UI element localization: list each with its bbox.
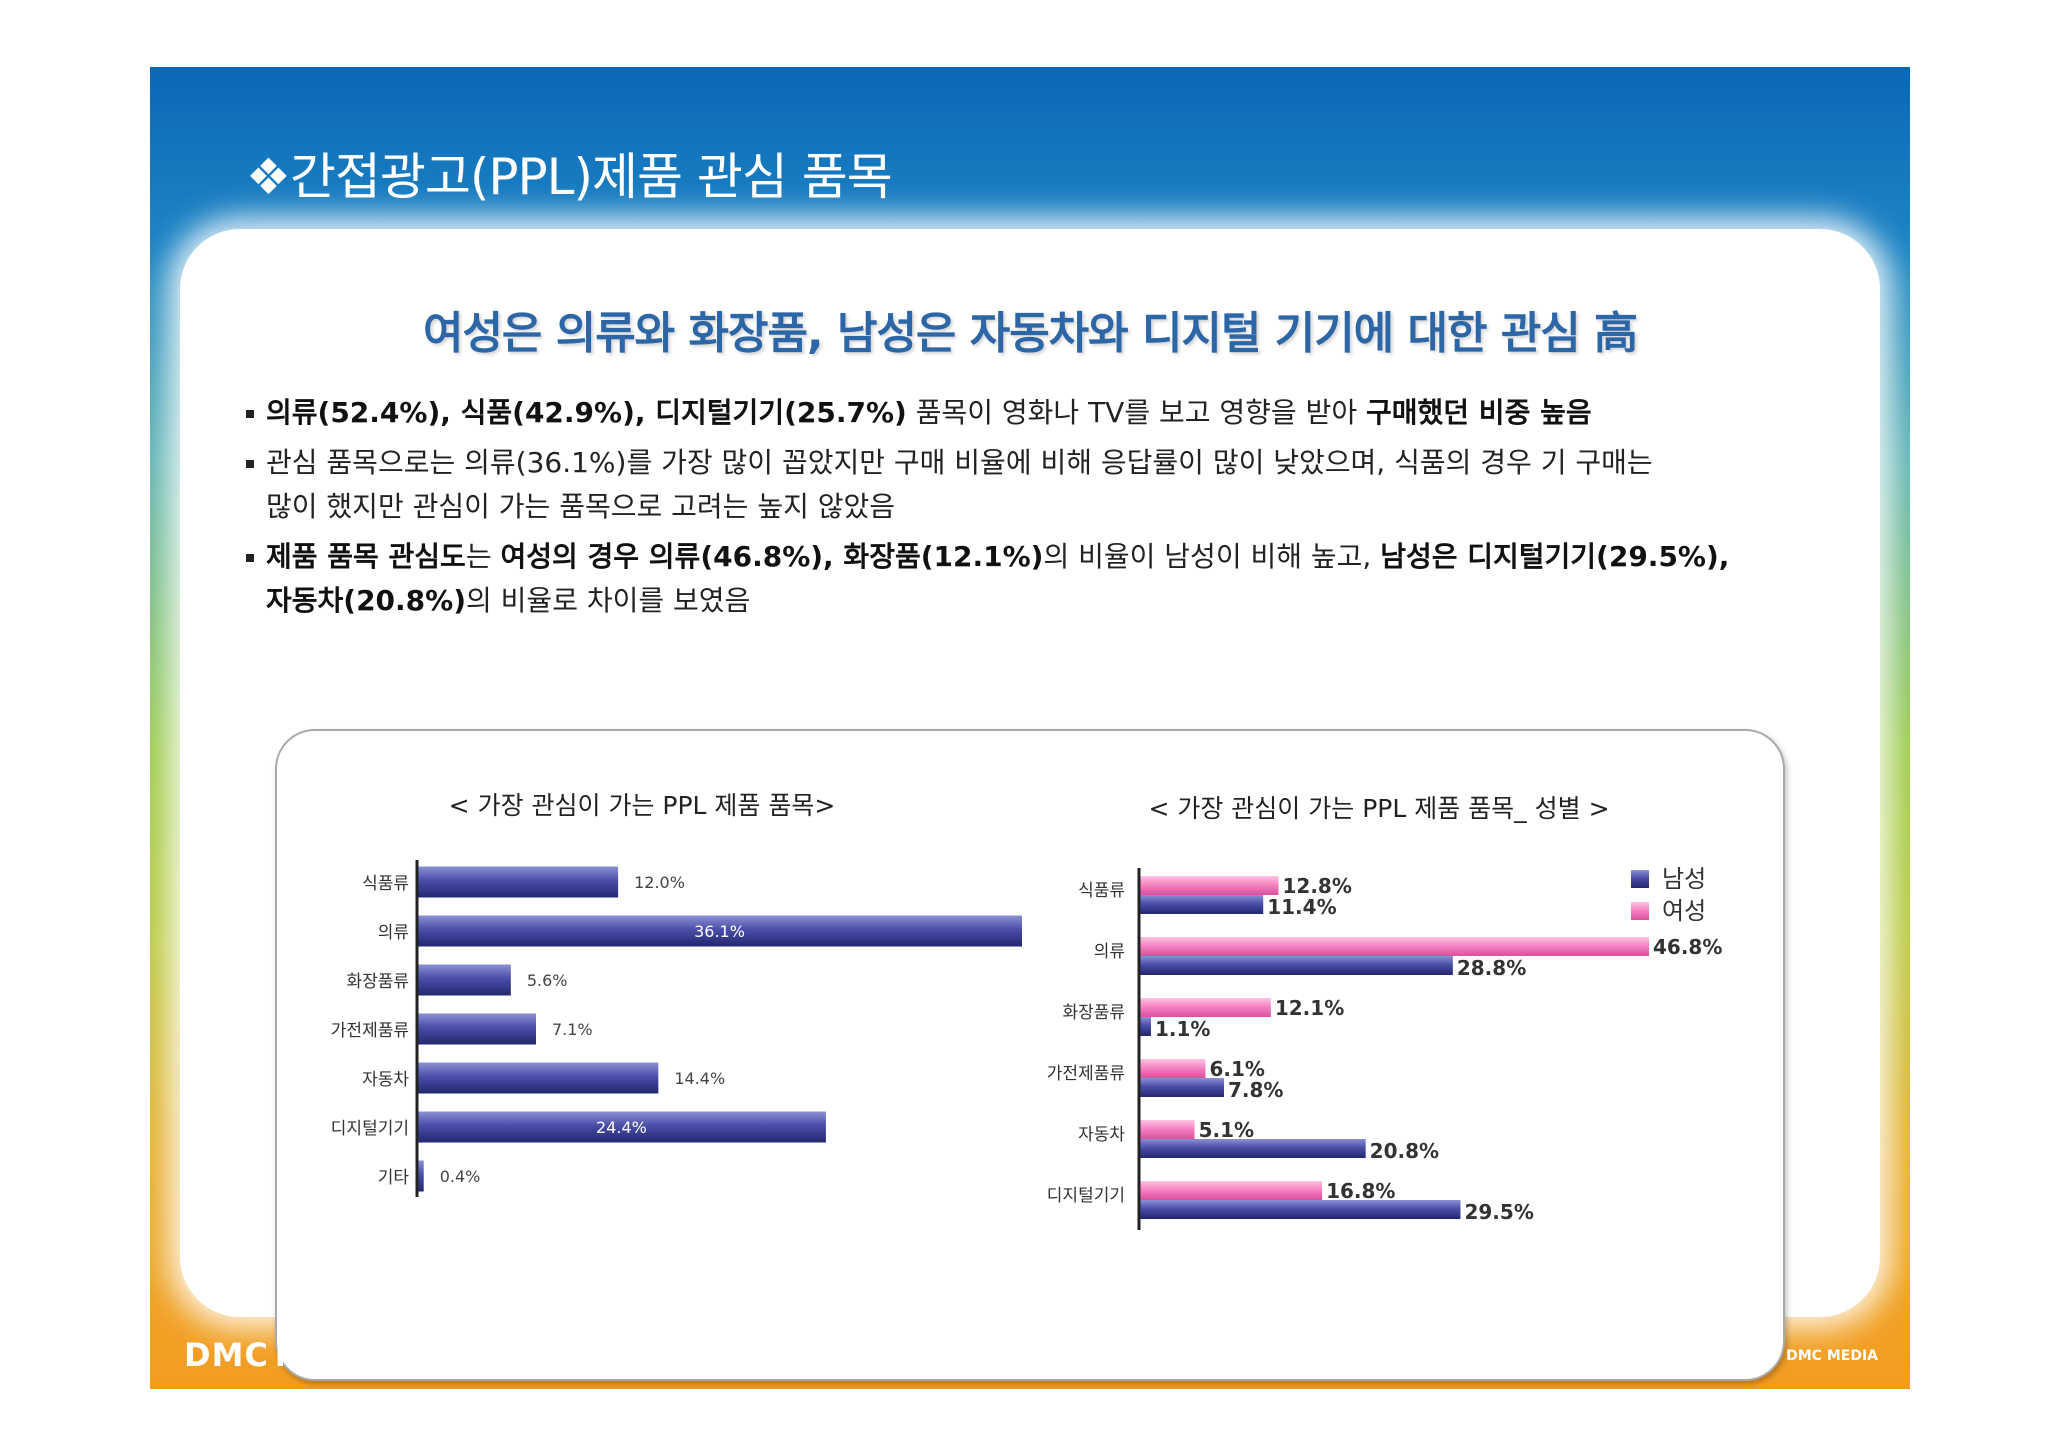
chart-2-value-label-female: 46.8% xyxy=(1653,935,1722,959)
chart-2-bar-female xyxy=(1139,1120,1195,1139)
legend-label-female: 여성 xyxy=(1662,897,1706,925)
chart-1-category-label: 식품류 xyxy=(362,874,409,894)
tagline: DIGITAL MEDIA CONVERGENCE COMPANY xyxy=(400,1353,724,1370)
bullet-1: 의류(52.4%), 식품(42.9%), 디지털기기(25.7%) 품목이 영… xyxy=(244,391,1844,435)
chart-1-category-label: 의류 xyxy=(378,923,409,943)
chart-2-value-label-female: 6.1% xyxy=(1209,1057,1264,1081)
bullet-list: 의류(52.4%), 식품(42.9%), 디지털기기(25.7%) 품목이 영… xyxy=(244,391,1844,629)
chart-1-category-label: 디지털기기 xyxy=(331,1119,409,1139)
chart-2-bar-male xyxy=(1139,895,1264,914)
chart-2-bar-male xyxy=(1139,1078,1224,1097)
chart-1-title: < 가장 관심이 가는 PPL 제품 품목> xyxy=(449,791,836,820)
chart-2-value-label-male: 7.8% xyxy=(1228,1078,1283,1102)
chart-1-bar xyxy=(417,1062,659,1094)
slide-title: ❖간접광고(PPL)제품 관심 품목 xyxy=(246,148,893,206)
chart-2-value-label-male: 20.8% xyxy=(1370,1139,1439,1163)
chart-2-bar-male xyxy=(1139,1139,1366,1158)
legend-swatch-female xyxy=(1631,902,1649,920)
chart-2-value-label-female: 16.8% xyxy=(1326,1179,1395,1203)
chart-1-bar xyxy=(417,915,1022,947)
bullet-1-emphasis: 구매했던 비중 높음 xyxy=(1366,396,1592,429)
chart-1-bar xyxy=(417,964,511,996)
headline: 여성은 의류와 화장품, 남성은 자동차와 디지털 기기에 대한 관심 高 xyxy=(422,308,1638,359)
chart-1-value-label: 12.0% xyxy=(634,873,685,892)
bullet-2-line-2: 많이 했지만 관심이 가는 품목으로 고려는 높지 않았음 xyxy=(266,490,896,523)
chart-1-value-label: 5.6% xyxy=(527,971,568,990)
chart-1-value-label: 24.4% xyxy=(596,1118,647,1137)
bullet-3-term: 제품 품목 관심도 xyxy=(266,540,466,573)
chart-1-bar xyxy=(417,1160,424,1192)
chart-2-category-label: 가전제품류 xyxy=(1047,1064,1125,1084)
chart-1-value-label: 36.1% xyxy=(694,922,745,941)
chart-2-bar-female xyxy=(1139,876,1279,895)
legend-label-male: 남성 xyxy=(1662,865,1706,893)
chart-1-category-label: 자동차 xyxy=(362,1070,409,1090)
chart-1-bar xyxy=(417,1013,536,1045)
chart-1-bar xyxy=(417,866,619,898)
legend-swatch-male xyxy=(1631,870,1649,888)
bullet-2: 관심 품목으로는 의류(36.1%)를 가장 많이 꼽았지만 구매 비율에 비해… xyxy=(244,441,1844,529)
chart-2-category-label: 디지털기기 xyxy=(1047,1186,1125,1206)
bullet-3-male: 남성은 디지털기기(29.5%), xyxy=(1380,540,1730,573)
chart-1-category-label: 기타 xyxy=(378,1168,410,1188)
chart-2-category-label: 식품류 xyxy=(1078,881,1125,901)
chart-2-value-label-female: 12.1% xyxy=(1275,996,1344,1020)
chart-1-value-label: 7.1% xyxy=(552,1020,593,1039)
chart-2-category-label: 자동차 xyxy=(1078,1125,1125,1145)
chart-container: < 가장 관심이 가는 PPL 제품 품목> < 가장 관심이 가는 PPL 제… xyxy=(275,729,1785,1381)
content-panel: 여성은 의류와 화장품, 남성은 자동차와 디지털 기기에 대한 관심 高 의류… xyxy=(180,229,1880,1381)
chart-2-bar-female xyxy=(1139,998,1271,1017)
bullet-3: 제품 품목 관심도는 여성의 경우 의류(46.8%), 화장품(12.1%)의… xyxy=(244,535,1844,623)
chart-2-value-label-male: 11.4% xyxy=(1267,895,1336,919)
chart-2-value-label-male: 29.5% xyxy=(1464,1200,1533,1224)
chart-2-bar-female xyxy=(1139,937,1649,956)
chart-2-value-label-male: 28.8% xyxy=(1457,956,1526,980)
chart-2-title: < 가장 관심이 가는 PPL 제품 품목_ 성별 > xyxy=(1148,794,1609,823)
chart-2-value-label-female: 5.1% xyxy=(1199,1118,1254,1142)
chart-2-category-label: 화장품류 xyxy=(1062,1003,1125,1023)
chart-1-category-label: 화장품류 xyxy=(346,972,409,992)
bullet-2-line-1: 관심 품목으로는 의류(36.1%)를 가장 많이 꼽았지만 구매 비율에 비해… xyxy=(266,446,1653,479)
chart-1-value-label: 0.4% xyxy=(440,1167,481,1186)
chart-2-bar-female xyxy=(1139,1059,1206,1078)
footer-brand: DMC MEDIA DIGITAL MEDIA CONVERGENCE COMPAN… xyxy=(184,1336,724,1374)
bullet-3-text-a: 는 xyxy=(465,540,501,573)
media-logo: MEDIA xyxy=(274,1339,385,1374)
slide-background: ❖간접광고(PPL)제품 관심 품목 여성은 의류와 화장품, 남성은 자동차와… xyxy=(150,67,1910,1389)
chart-2-bar-male xyxy=(1139,1200,1461,1219)
chart-1-bar xyxy=(417,1111,826,1143)
bullet-3-female: 여성의 경우 의류(46.8%), 화장품(12.1%) xyxy=(500,540,1044,573)
charts-svg: < 가장 관심이 가는 PPL 제품 품목> < 가장 관심이 가는 PPL 제… xyxy=(331,791,1722,1230)
copyright: COPYRIGHTS © 2002-2010. ALL RIGHTS RESER… xyxy=(1357,1348,1878,1364)
bullet-3-text-b: 의 비율이 남성이 비해 높고, xyxy=(1043,540,1381,573)
dmc-logo: DMC xyxy=(184,1336,269,1374)
bullet-3-car: 자동차(20.8%) xyxy=(266,584,467,617)
chart-1-category-label: 가전제품류 xyxy=(331,1021,409,1041)
bullet-1-text: 품목이 영화나 TV를 보고 영향을 받아 xyxy=(906,396,1367,429)
chart-1-value-label: 14.4% xyxy=(674,1069,725,1088)
chart-2-value-label-male: 1.1% xyxy=(1155,1017,1210,1041)
chart-2-value-label-female: 12.8% xyxy=(1282,874,1351,898)
bullet-3-text-c: 의 비율로 차이를 보였음 xyxy=(466,584,751,617)
chart-2-bar-female xyxy=(1139,1181,1323,1200)
chart-2-bar-male xyxy=(1139,1017,1151,1036)
chart-2-bar-male xyxy=(1139,956,1453,975)
bullet-1-highlight: 의류(52.4%), 식품(42.9%), 디지털기기(25.7%) xyxy=(266,396,907,429)
chart-2-category-label: 의류 xyxy=(1094,942,1125,962)
